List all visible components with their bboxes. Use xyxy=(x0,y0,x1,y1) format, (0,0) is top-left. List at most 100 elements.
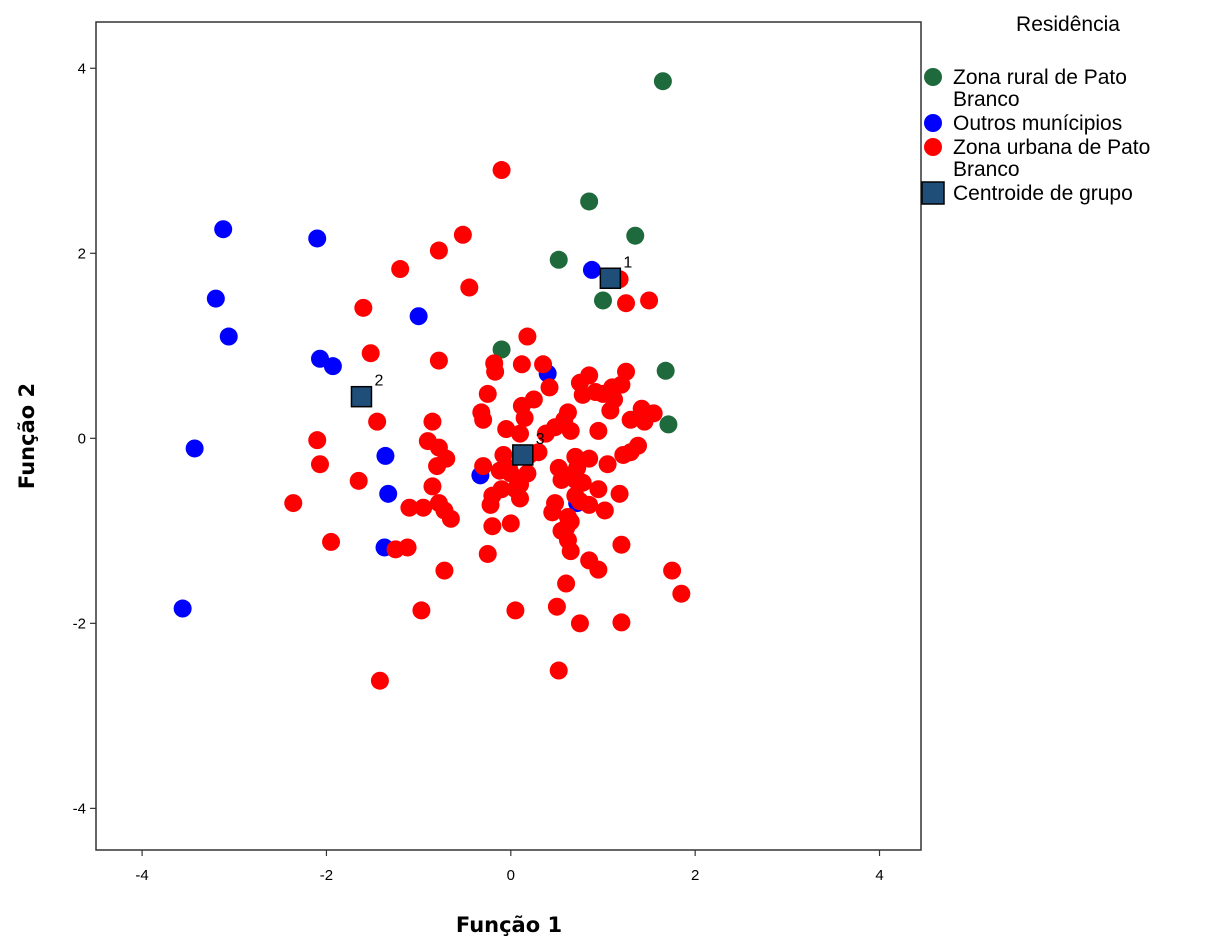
x-tick-label: -2 xyxy=(320,867,333,884)
data-point xyxy=(549,661,568,680)
data-point xyxy=(582,260,601,279)
data-point xyxy=(284,494,303,513)
x-tick-label: 0 xyxy=(507,867,515,884)
data-point xyxy=(323,357,342,376)
data-point xyxy=(412,601,431,620)
centroid-marker xyxy=(350,385,373,408)
data-point xyxy=(547,597,566,616)
data-point xyxy=(474,410,493,429)
data-point xyxy=(492,340,511,359)
y-axis-title: Função 2 xyxy=(15,383,39,489)
data-point xyxy=(398,538,417,557)
data-point xyxy=(580,366,599,385)
data-point xyxy=(486,362,505,381)
centroid-marker xyxy=(599,267,622,290)
data-point xyxy=(512,355,531,374)
data-point xyxy=(663,561,682,580)
data-point xyxy=(570,614,589,633)
data-point xyxy=(173,599,192,618)
data-point xyxy=(214,220,233,239)
data-point xyxy=(478,384,497,403)
data-point xyxy=(349,471,368,490)
data-point xyxy=(589,560,608,579)
data-point xyxy=(219,327,238,346)
legend-marker xyxy=(921,181,945,205)
y-tick-label: 0 xyxy=(78,430,86,447)
data-point xyxy=(598,455,617,474)
data-point xyxy=(580,192,599,211)
data-point xyxy=(453,225,472,244)
data-point xyxy=(672,584,691,603)
data-point xyxy=(601,401,620,420)
data-point xyxy=(656,361,675,380)
x-axis-title: Função 1 xyxy=(456,913,562,937)
data-point xyxy=(370,671,389,690)
data-point xyxy=(308,431,327,450)
y-tick-label: 2 xyxy=(78,245,86,262)
legend-label: Zona rural de Pato xyxy=(953,66,1127,89)
data-point xyxy=(423,477,442,496)
data-point xyxy=(659,415,678,434)
data-point xyxy=(595,501,614,520)
centroid-label: 1 xyxy=(623,254,632,271)
data-point xyxy=(376,446,395,465)
data-point xyxy=(185,439,204,458)
data-point xyxy=(612,535,631,554)
data-point xyxy=(536,424,555,443)
legend-marker xyxy=(924,138,942,156)
legend-label: Centroide de grupo xyxy=(953,182,1133,205)
plot-area: -4 -2 0 2 4 -4 -2 0 2 4 1 2 3 xyxy=(73,21,922,884)
data-point xyxy=(626,226,645,245)
data-point xyxy=(617,294,636,313)
data-point xyxy=(540,378,559,397)
y-tick-label: -4 xyxy=(73,800,86,817)
legend-label: Outros munícipios xyxy=(953,112,1122,135)
y-tick-label: -2 xyxy=(73,615,86,632)
data-point xyxy=(511,424,530,443)
data-point xyxy=(474,457,493,476)
data-point xyxy=(428,457,447,476)
data-point xyxy=(414,498,433,517)
data-point xyxy=(549,250,568,269)
data-point xyxy=(429,351,448,370)
data-point xyxy=(506,601,525,620)
data-point xyxy=(492,161,511,180)
data-point xyxy=(653,72,672,91)
data-point xyxy=(478,544,497,563)
data-point xyxy=(561,542,580,561)
data-point xyxy=(561,421,580,440)
data-point xyxy=(391,260,410,279)
data-point xyxy=(543,503,562,522)
data-point xyxy=(483,517,502,536)
data-point xyxy=(206,289,225,308)
data-point xyxy=(308,229,327,248)
data-point xyxy=(379,484,398,503)
data-point xyxy=(635,412,654,431)
data-point xyxy=(614,445,633,464)
data-point xyxy=(534,355,553,374)
data-point xyxy=(322,532,341,551)
data-point xyxy=(368,412,387,431)
legend-label: Zona urbana de Pato xyxy=(953,136,1150,159)
data-point xyxy=(481,495,500,514)
data-points: 1 2 3 xyxy=(173,72,691,690)
centroid-marker xyxy=(512,444,534,466)
data-point xyxy=(515,408,534,427)
legend-label: Branco xyxy=(953,88,1020,111)
data-point xyxy=(400,498,419,517)
data-point xyxy=(586,383,605,402)
data-point xyxy=(621,410,640,429)
x-tick-label: 4 xyxy=(875,867,883,884)
data-point xyxy=(612,613,631,632)
data-point xyxy=(423,412,442,431)
data-point xyxy=(589,421,608,440)
y-tick-label: 4 xyxy=(78,60,86,77)
data-point xyxy=(501,514,520,533)
x-tick-label: 2 xyxy=(691,867,699,884)
x-tick-label: -4 xyxy=(135,867,148,884)
centroid-label: 2 xyxy=(374,373,383,390)
data-point xyxy=(460,278,479,297)
legend-label: Branco xyxy=(953,158,1020,181)
centroid-label: 3 xyxy=(536,431,545,448)
